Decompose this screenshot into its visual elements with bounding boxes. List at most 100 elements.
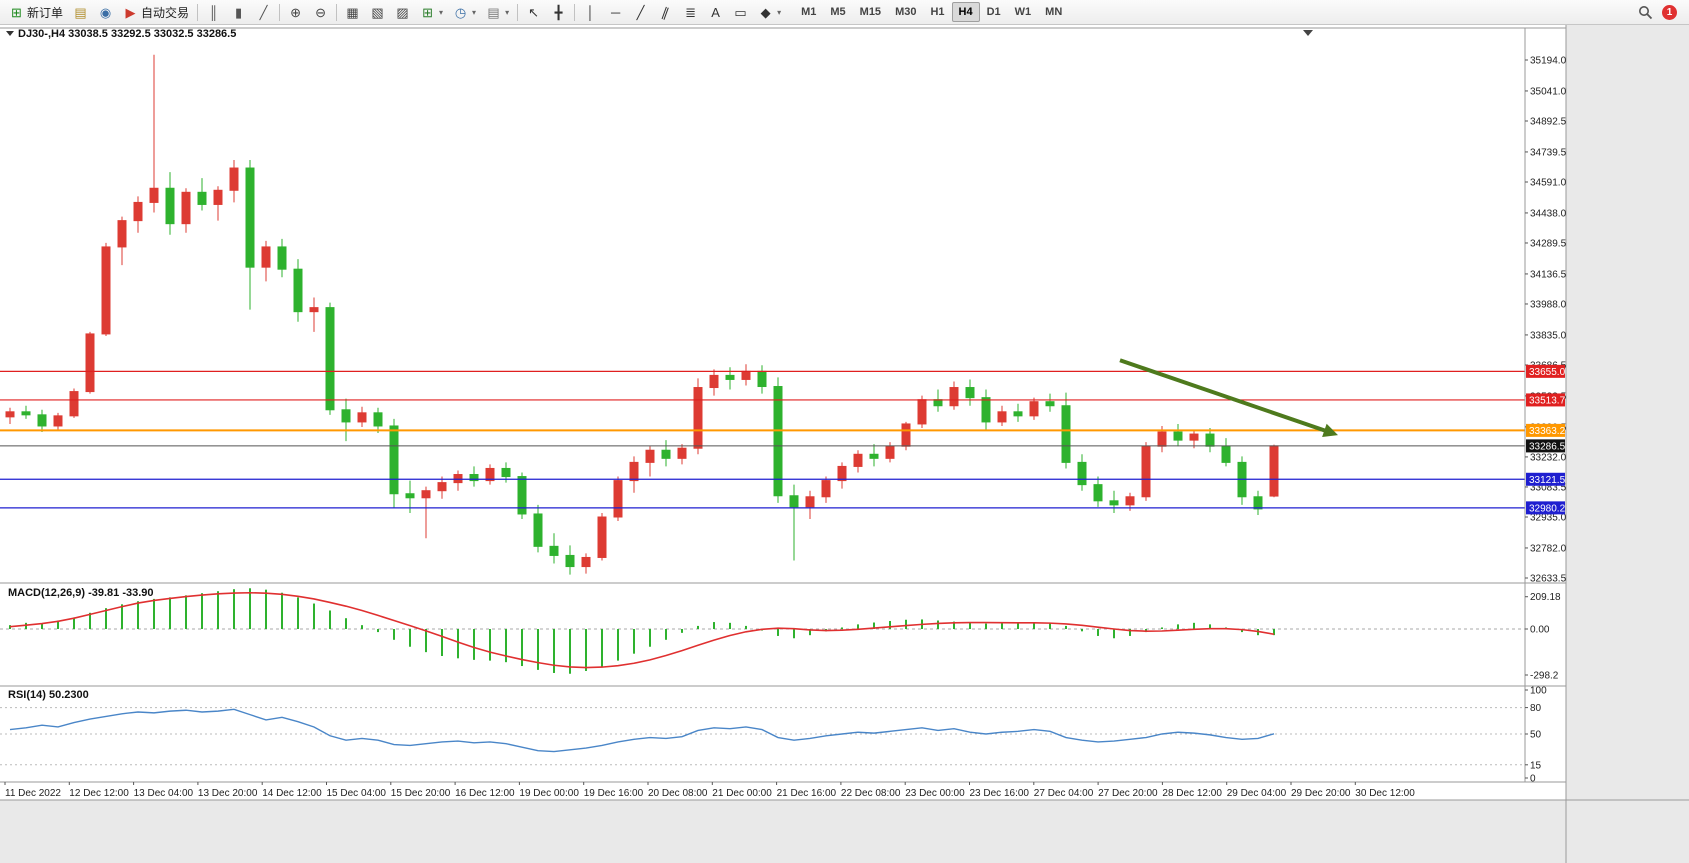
svg-text:80: 80 [1530, 703, 1542, 714]
candle-body [885, 445, 895, 459]
svg-text:21 Dec 00:00: 21 Dec 00:00 [712, 788, 772, 799]
candle-body [325, 307, 335, 411]
cursor-button[interactable]: ↖ [521, 2, 546, 23]
candle-body [341, 409, 351, 423]
cascade-windows-button[interactable]: ▨ [390, 2, 415, 23]
vertical-line-button[interactable]: │ [578, 2, 603, 23]
candlestick-icon: ▮ [234, 4, 243, 20]
arrange-windows-icon: ▧ [371, 4, 384, 20]
toolbar-separator [197, 3, 199, 21]
svg-text:28 Dec 12:00: 28 Dec 12:00 [1162, 788, 1222, 799]
text-button[interactable]: A [703, 2, 728, 23]
text-label-button[interactable]: ▭ [728, 2, 753, 23]
candle-body [149, 187, 159, 203]
templates-button[interactable]: ▤ ▾ [481, 2, 514, 23]
charts-button[interactable]: ▤ [68, 2, 93, 23]
trend-arrow[interactable] [1119, 358, 1331, 435]
candle-body [645, 449, 655, 463]
timeframe-d1-button[interactable]: D1 [980, 2, 1008, 22]
zoom-in-button[interactable]: ⊕ [283, 2, 308, 23]
periods-button[interactable]: ◷ ▾ [448, 2, 481, 23]
macd-axis[interactable]: 209.18 0.00 -298.2 [1525, 592, 1561, 682]
candle-body [821, 480, 831, 498]
right-gutter [1566, 25, 1689, 863]
candle-body [997, 411, 1007, 423]
timeframe-mn-button[interactable]: MN [1038, 2, 1069, 22]
chart-background[interactable] [0, 25, 1566, 800]
timeframe-h1-button[interactable]: H1 [923, 2, 951, 22]
svg-text:32633.5: 32633.5 [1530, 574, 1567, 585]
svg-text:209.18: 209.18 [1530, 592, 1561, 603]
candle-body [837, 465, 847, 482]
price-line-label: 33121.5 [1526, 472, 1566, 486]
candle-body [1205, 433, 1215, 447]
trendline-button[interactable]: ╱ [628, 2, 653, 23]
new-chart-icon: ⊞ [422, 4, 433, 20]
chart-shift-marker[interactable] [1303, 30, 1313, 36]
svg-text:32935.0: 32935.0 [1530, 513, 1567, 524]
svg-text:50: 50 [1530, 730, 1542, 741]
svg-text:23 Dec 00:00: 23 Dec 00:00 [905, 788, 965, 799]
timeframe-m30-button[interactable]: M30 [888, 2, 923, 22]
search-icon[interactable] [1638, 5, 1653, 20]
svg-text:29 Dec 04:00: 29 Dec 04:00 [1227, 788, 1287, 799]
svg-text:33513.7: 33513.7 [1529, 395, 1566, 406]
toolbar-right-group: 1 [1638, 4, 1685, 20]
horizontal-line-button[interactable]: ─ [603, 2, 628, 23]
candle-body [1029, 401, 1039, 417]
channel-icon: ∥ [659, 3, 672, 21]
new-order-button[interactable]: ⊞ 新订单 [4, 2, 68, 23]
timeframe-m1-button[interactable]: M1 [794, 2, 823, 22]
symbol-dropdown-icon[interactable] [6, 31, 14, 36]
candlestick-mode-button[interactable]: ▮ [226, 2, 251, 23]
chevron-down-icon: ▾ [777, 7, 782, 17]
vertical-line-icon: │ [586, 4, 595, 20]
candle-body [869, 453, 879, 459]
chart-canvas[interactable]: 35194.0 35041.0 34892.5 34739.5 34591.0 34438… [0, 25, 1689, 863]
tile-windows-button[interactable]: ▦ [340, 2, 365, 23]
new-order-label: 新订单 [27, 5, 64, 20]
svg-text:16 Dec 12:00: 16 Dec 12:00 [455, 788, 515, 799]
candle-body [1045, 401, 1055, 407]
auto-trading-button[interactable]: ▶ 自动交易 [118, 2, 194, 23]
timeframe-group: M1 M5 M15 M30 H1 H4 D1 W1 MN [794, 2, 1069, 22]
timeframe-m5-button[interactable]: M5 [823, 2, 852, 22]
crosshair-button[interactable]: ╋ [546, 2, 571, 23]
candle-body [133, 201, 143, 222]
bar-chart-mode-button[interactable]: ║ [201, 2, 226, 23]
line-chart-mode-button[interactable]: ╱ [251, 2, 276, 23]
equidistant-channel-button[interactable]: ∥ [653, 2, 678, 23]
candle-body [165, 187, 175, 225]
charts-icon: ▤ [74, 4, 87, 20]
candle-body [773, 386, 783, 497]
timeframe-h4-button[interactable]: H4 [951, 2, 980, 22]
candle-body [725, 374, 735, 380]
zoom-out-button[interactable]: ⊖ [308, 2, 333, 23]
candle-body [53, 415, 63, 427]
notification-badge[interactable]: 1 [1662, 4, 1677, 20]
candle-body [373, 412, 383, 427]
svg-text:33121.5: 33121.5 [1529, 475, 1566, 486]
candle-body [901, 423, 911, 447]
svg-text:33988.0: 33988.0 [1530, 299, 1567, 310]
crosshair-icon: ╋ [554, 4, 563, 20]
candle-body [21, 411, 31, 416]
arrows-shapes-button[interactable]: ◆ ▾ [753, 2, 786, 23]
time-axis[interactable]: 11 Dec 2022 12 Dec 12:00 13 Dec 04:00 13 De… [4, 782, 1415, 799]
fibonacci-retracement-button[interactable]: ≣ [678, 2, 703, 23]
svg-text:32980.2: 32980.2 [1529, 503, 1566, 514]
text-icon: A [711, 4, 720, 20]
line-chart-icon: ╱ [259, 4, 268, 20]
rsi-axis[interactable]: 100 80 50 15 0 [1525, 686, 1547, 785]
chevron-down-icon: ▾ [439, 7, 444, 17]
bottom-gutter [0, 800, 1689, 863]
candle-body [421, 490, 431, 499]
timeframe-w1-button[interactable]: W1 [1008, 2, 1039, 22]
cascade-windows-icon: ▨ [396, 4, 409, 20]
auto-arrange-button[interactable]: ▧ [365, 2, 390, 23]
svg-text:23 Dec 16:00: 23 Dec 16:00 [970, 788, 1030, 799]
timeframe-m15-button[interactable]: M15 [853, 2, 888, 22]
profiles-button[interactable]: ◉ [93, 2, 118, 23]
svg-text:14 Dec 12:00: 14 Dec 12:00 [262, 788, 322, 799]
new-chart-button[interactable]: ⊞ ▾ [415, 2, 448, 23]
